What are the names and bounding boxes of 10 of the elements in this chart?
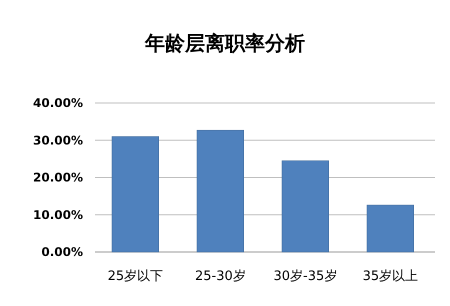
x-tick-label: 35岁以上 — [362, 269, 418, 284]
y-tick-label: 0.00% — [41, 245, 83, 259]
y-tick-label: 40.00% — [33, 96, 83, 110]
x-tick-label: 25-30岁 — [194, 269, 246, 284]
chart-title: 年龄层离职率分析 — [144, 31, 305, 55]
y-tick-label: 20.00% — [33, 170, 83, 184]
y-tick-label: 30.00% — [33, 133, 83, 148]
y-tick-label: 10.00% — [33, 208, 83, 222]
x-tick-label: 30岁-35岁 — [273, 269, 338, 284]
x-tick-label: 25岁以下 — [108, 269, 164, 284]
